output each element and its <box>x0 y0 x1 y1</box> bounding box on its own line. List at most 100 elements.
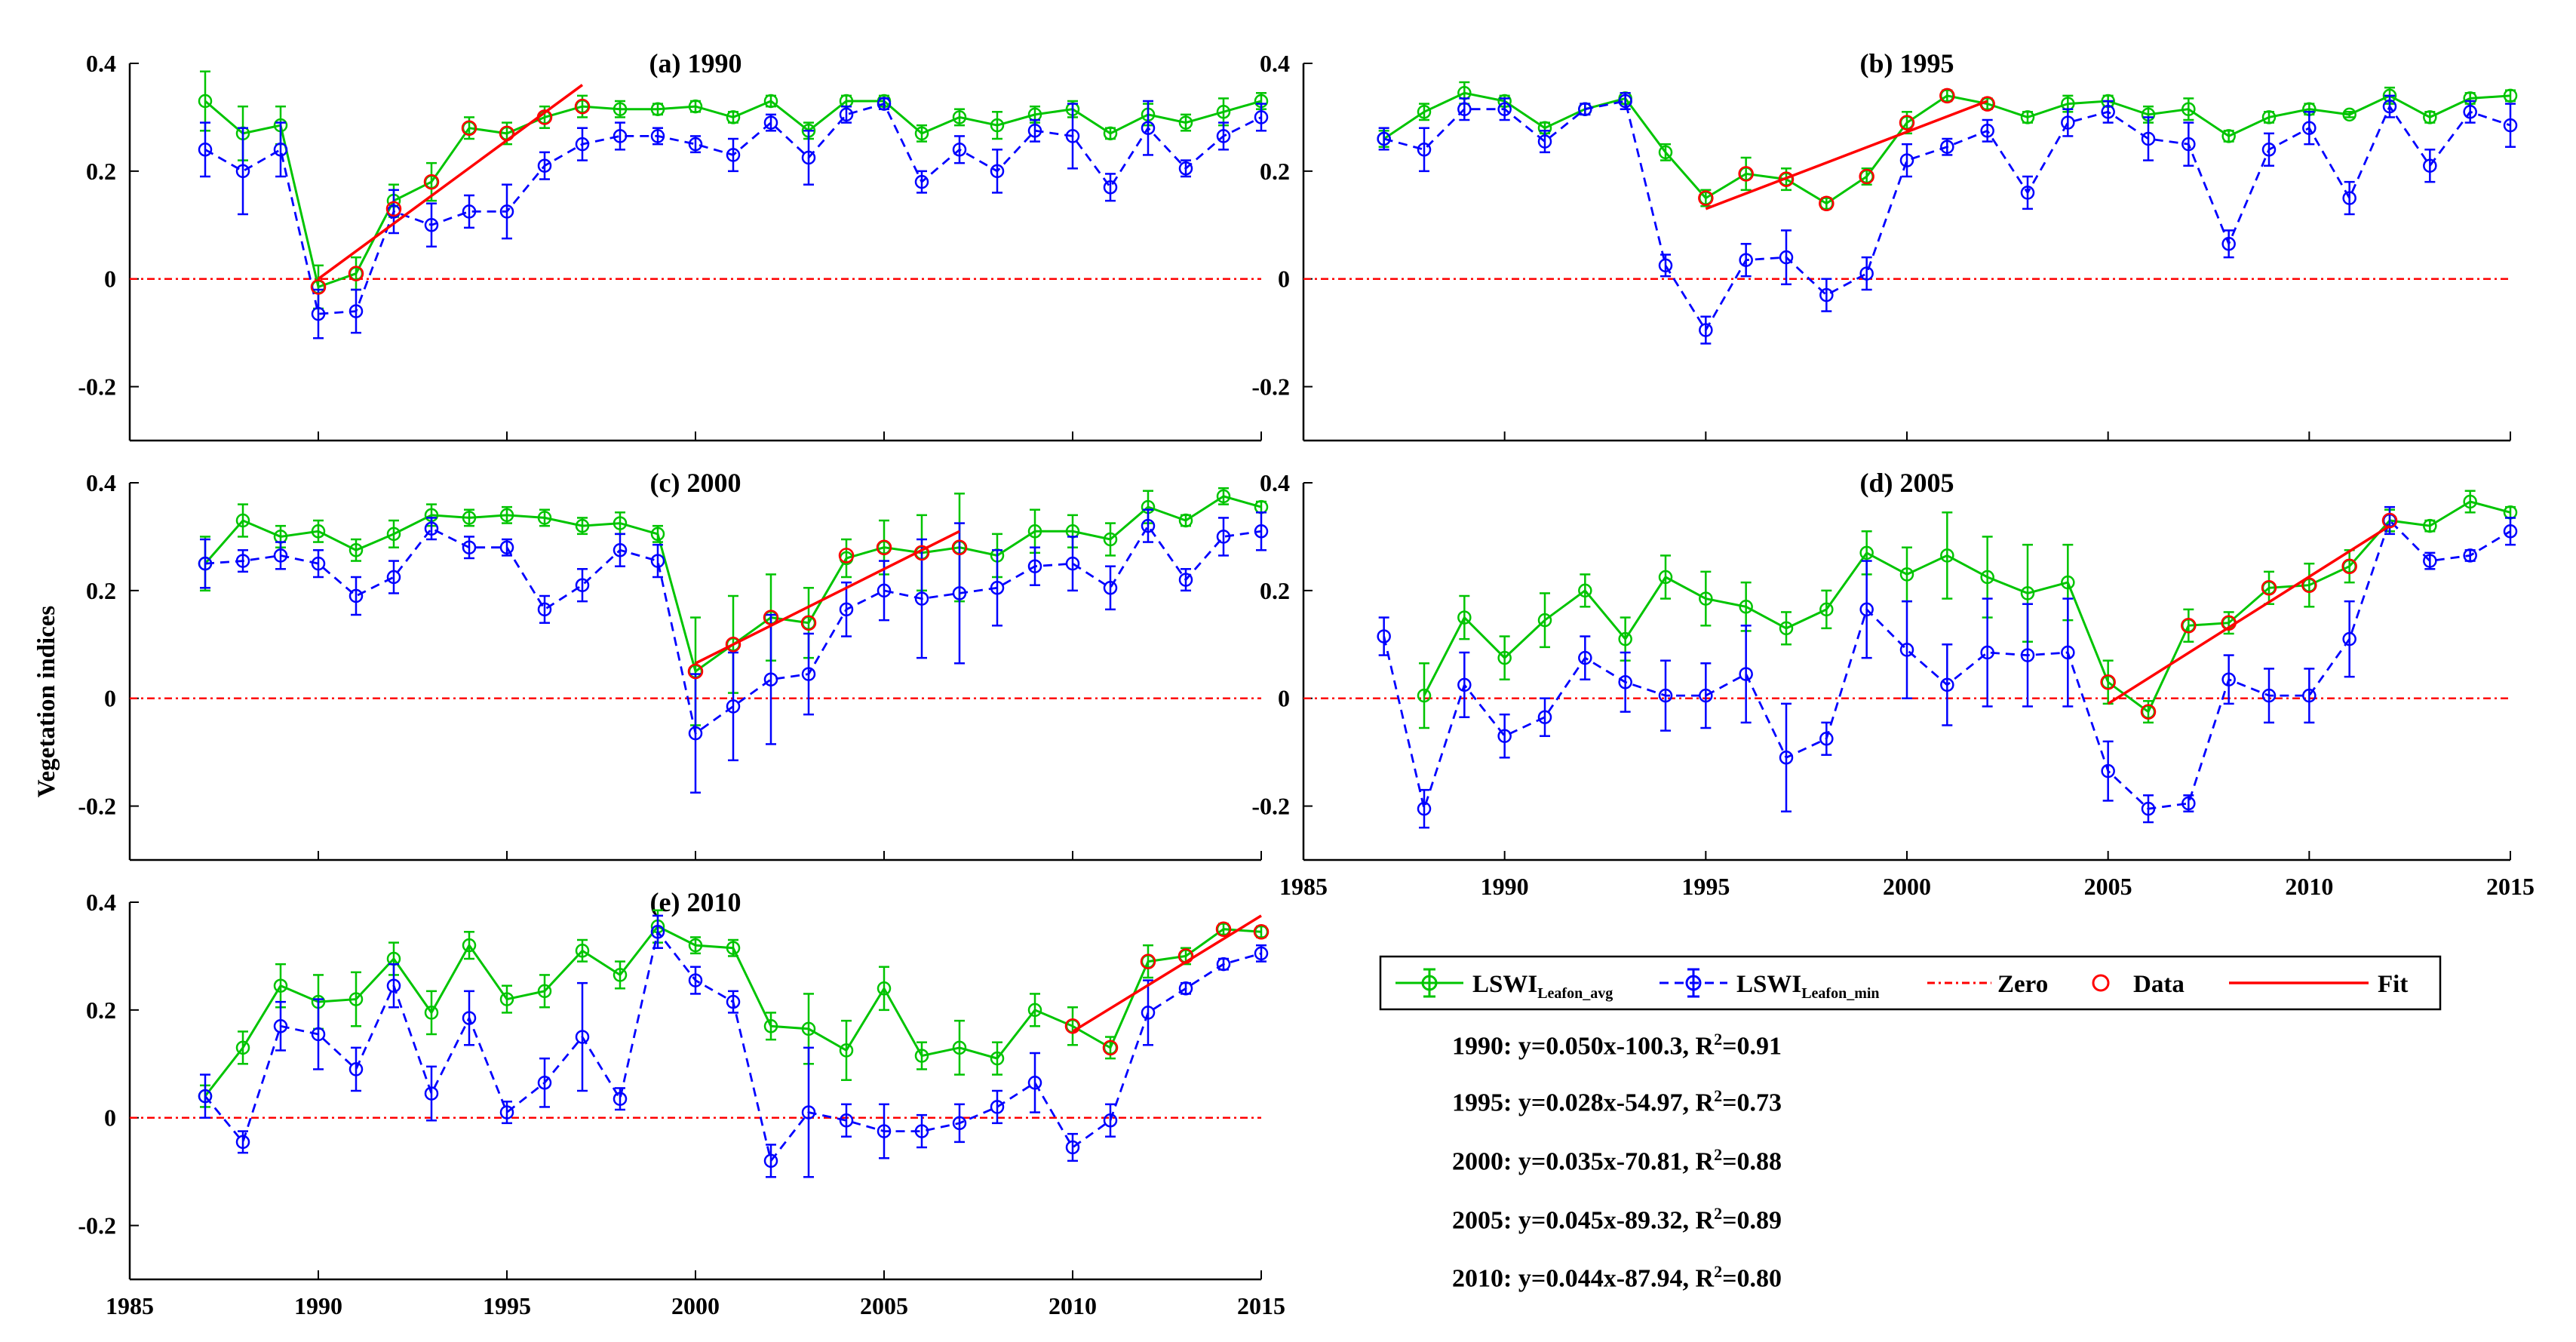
x-tick-label: 1990 <box>294 1292 342 1319</box>
data-point <box>1537 134 1552 149</box>
data-point <box>1377 629 1391 643</box>
data-point <box>688 99 703 114</box>
series-avg <box>1417 490 2518 729</box>
data-point <box>688 137 703 152</box>
data-point <box>1216 489 1231 504</box>
data-point <box>1739 600 1753 614</box>
data-point <box>462 938 477 953</box>
data-point <box>198 1089 213 1104</box>
data-point <box>462 204 477 219</box>
data-point <box>2423 110 2437 124</box>
data-point <box>1457 677 1472 692</box>
data-point <box>2463 494 2477 509</box>
data-point <box>1699 688 1713 703</box>
y-tick-label: -0.2 <box>1251 793 1290 820</box>
data-point <box>990 1051 1005 1066</box>
data-point <box>801 150 816 165</box>
fit-data-point <box>2181 618 2197 634</box>
data-point <box>990 164 1005 179</box>
data-point <box>1899 153 1914 167</box>
data-point <box>2423 518 2437 533</box>
data-point <box>348 543 364 557</box>
data-point <box>650 129 665 143</box>
data-point <box>763 94 778 109</box>
series-min <box>198 914 1269 1178</box>
data-point <box>914 591 929 606</box>
data-point <box>914 174 929 189</box>
data-point <box>2423 158 2437 173</box>
fit-data-point <box>574 98 591 115</box>
series-avg <box>198 70 1269 310</box>
data-point <box>537 984 552 999</box>
fit-data-point <box>1778 171 1795 187</box>
x-tick-label: 2010 <box>1049 1292 1097 1319</box>
data-point <box>424 1006 439 1020</box>
data-point <box>2221 237 2236 251</box>
data-point <box>1899 643 1914 657</box>
y-tick-label: 0.4 <box>86 50 116 77</box>
data-point <box>613 102 628 116</box>
data-point <box>1980 645 1994 660</box>
data-point <box>2261 110 2277 124</box>
data-point <box>1537 613 1552 628</box>
fit-data-point <box>876 539 892 555</box>
data-point <box>2302 688 2317 703</box>
panel-title: (a) 1990 <box>649 48 742 78</box>
x-tick-label: 1995 <box>483 1292 531 1319</box>
data-point <box>2342 191 2356 205</box>
equation-2005: 2005: y=0.045x-89.32, R2=0.89 <box>1452 1204 1782 1235</box>
data-point <box>273 548 288 563</box>
data-point <box>311 524 326 539</box>
data-point <box>1739 253 1753 267</box>
data-point <box>1699 323 1713 337</box>
data-point <box>273 143 288 157</box>
legend-min-sub: Leafon_min <box>1801 985 1879 1002</box>
data-point <box>763 1019 778 1033</box>
data-point <box>1578 650 1592 665</box>
data-point <box>839 1113 854 1128</box>
equation-1990: 1990: y=0.050x-100.3, R2=0.91 <box>1452 1030 1782 1061</box>
data-point <box>1940 548 1954 563</box>
fit-data-point <box>800 615 817 631</box>
data-point <box>235 1135 250 1150</box>
x-tick-label: 1985 <box>106 1292 154 1319</box>
data-point <box>1027 1076 1042 1090</box>
data-point <box>386 978 401 993</box>
data-point <box>952 586 967 600</box>
data-point <box>1377 131 1391 146</box>
data-point <box>1940 140 1954 154</box>
data-point <box>688 973 703 987</box>
data-point <box>952 1040 967 1055</box>
data-point <box>198 94 213 109</box>
y-tick-label: 0.2 <box>1260 577 1290 604</box>
data-point <box>1254 946 1269 961</box>
data-point <box>1027 559 1042 573</box>
fit-data-point <box>838 548 855 564</box>
fit-data-point <box>1859 168 1874 185</box>
data-point <box>1497 650 1512 665</box>
data-point <box>877 97 892 111</box>
data-point <box>1578 583 1592 598</box>
fit-data-point <box>1819 195 1835 211</box>
data-point <box>499 204 514 219</box>
data-point <box>1457 102 1472 116</box>
data-point <box>952 1116 967 1131</box>
fit-line <box>1072 914 1262 1033</box>
data-point <box>1141 121 1156 135</box>
data-point <box>499 1105 514 1119</box>
data-point <box>575 578 590 592</box>
legend-min-main: LSWI <box>1736 971 1801 998</box>
data-point <box>1216 129 1231 143</box>
data-point <box>348 588 364 603</box>
data-point <box>2020 586 2035 600</box>
data-point <box>1103 1113 1118 1128</box>
y-tick-label: -0.2 <box>78 373 116 401</box>
data-point <box>2342 107 2356 122</box>
data-point <box>424 1086 439 1101</box>
fit-data-point <box>1253 924 1270 940</box>
data-point <box>914 1124 929 1138</box>
data-point <box>537 602 552 617</box>
data-point <box>914 126 929 141</box>
data-point <box>688 938 703 953</box>
